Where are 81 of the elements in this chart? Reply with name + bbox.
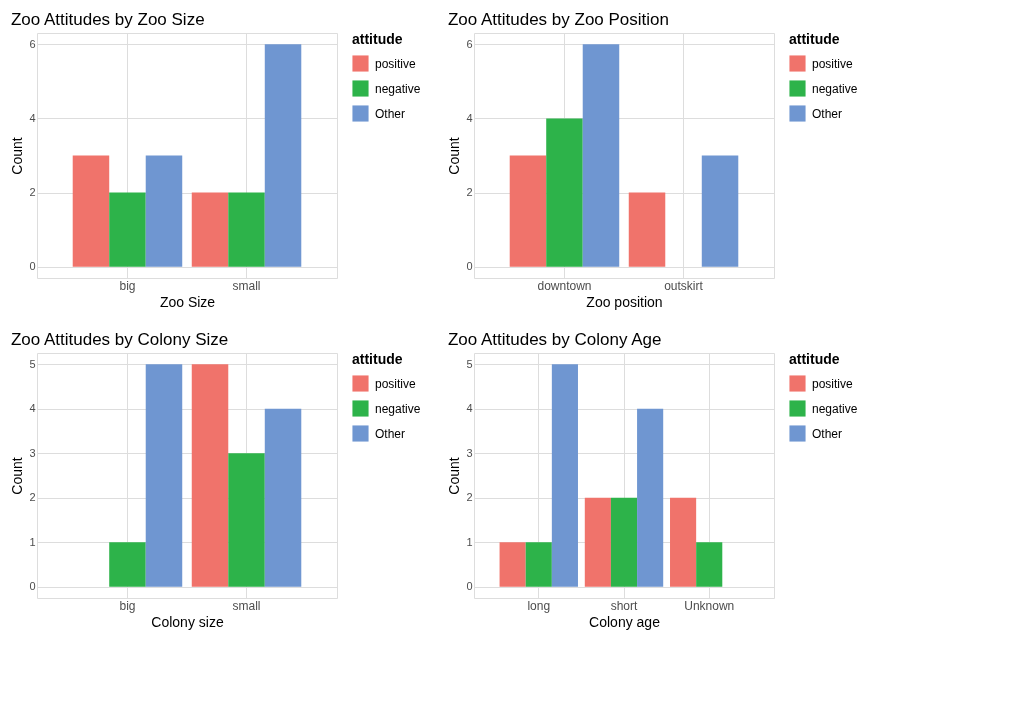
bar [509,155,547,267]
x-tick-label: Unknown [684,598,735,613]
legend-label: Other [812,426,843,441]
x-tick-label: short [610,598,638,613]
y-tick-label: 0 [29,580,36,593]
x-axis-title: Zoo position [586,293,663,310]
legend-label: positive [812,376,854,391]
bar [145,364,183,587]
x-tick-label: big [119,598,136,613]
bar [264,44,302,267]
bar [637,408,664,587]
y-axis-title: Count [9,137,26,175]
x-tick-label: long [527,598,551,613]
y-tick-label: 2 [466,186,473,199]
bar [109,542,146,587]
legend-label: negative [375,81,421,96]
bar [551,364,578,587]
legend-title: attitude [789,31,840,47]
x-tick-label: downtown [537,278,592,293]
y-tick-label: 0 [466,580,473,593]
y-tick-label: 6 [466,37,473,50]
legend-label: positive [375,56,417,71]
bar [145,155,183,267]
bar [228,192,265,267]
legend-label: negative [812,81,858,96]
bar [582,44,620,267]
bar [72,155,110,267]
bar [701,155,739,267]
y-tick-label: 1 [466,535,473,548]
y-tick-label: 4 [466,111,473,124]
bar [584,497,611,587]
y-tick-label: 3 [29,446,36,459]
bar [499,542,526,587]
y-tick-label: 4 [29,111,36,124]
bar [696,542,723,587]
legend-label: Other [375,426,406,441]
bar [525,542,552,587]
bar [191,364,229,587]
bar [546,118,583,267]
y-tick-label: 5 [29,357,36,370]
y-tick-label: 1 [29,535,36,548]
chart-title: Zoo Attitudes by Zoo Size [10,10,205,29]
x-axis-title: Zoo Size [159,293,216,310]
bar [610,497,638,587]
y-tick-label: 2 [466,491,473,504]
chart-title: Zoo Attitudes by Colony Age [447,330,662,349]
legend-label: positive [812,56,854,71]
legend-label: negative [375,401,421,416]
legend-title: attitude [352,351,403,367]
y-tick-label: 0 [29,260,36,273]
legend-title: attitude [352,31,403,47]
legend-label: positive [375,376,417,391]
y-tick-label: 2 [29,186,36,199]
y-axis-title: Count [446,137,463,175]
chart-title: Zoo Attitudes by Colony Size [10,330,229,349]
legend-title: attitude [789,351,840,367]
legend-label: Other [375,106,406,121]
y-tick-label: 4 [29,402,36,415]
y-tick-label: 5 [466,357,473,370]
y-axis-title: Count [446,457,463,495]
x-tick-label: big [119,278,136,293]
x-axis-title: Colony age [589,613,661,630]
chart-title: Zoo Attitudes by Zoo Position [447,10,670,29]
bar [191,192,229,267]
y-tick-label: 4 [466,402,473,415]
x-axis-title: Colony size [151,613,224,630]
x-tick-label: outskirt [664,278,704,293]
bar [670,497,697,587]
legend-label: Other [812,106,843,121]
legend-label: negative [812,401,858,416]
bar [628,192,666,267]
bar [109,192,146,267]
bar [264,408,302,587]
y-tick-label: 2 [29,491,36,504]
y-tick-label: 0 [466,260,473,273]
bar [228,453,265,587]
x-tick-label: small [232,278,261,293]
y-tick-label: 6 [29,37,36,50]
y-tick-label: 3 [466,446,473,459]
y-axis-title: Count [9,457,26,495]
x-tick-label: small [232,598,261,613]
